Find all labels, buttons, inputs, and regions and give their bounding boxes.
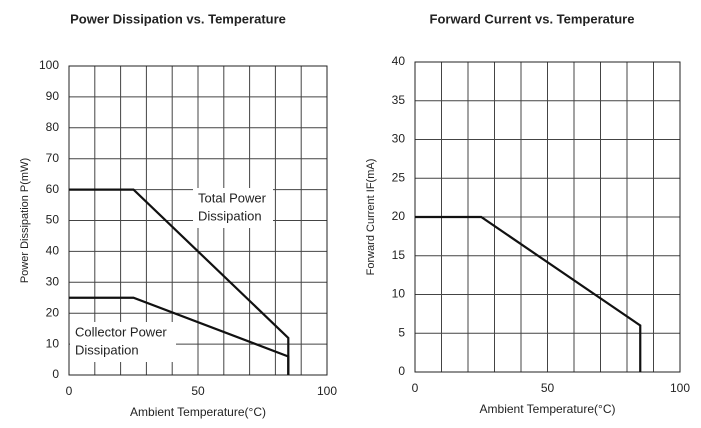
y-tick-label: 50 — [46, 213, 60, 227]
y-tick-label: 90 — [46, 89, 60, 103]
plot-border — [68, 65, 328, 376]
chart-title: Power Dissipation vs. Temperature — [70, 11, 286, 26]
y-tick-label: 15 — [392, 248, 406, 262]
y-tick-label: 100 — [39, 58, 59, 72]
x-tick-label: 50 — [541, 381, 555, 395]
data-line — [69, 296, 290, 375]
x-tick-label: 100 — [670, 381, 690, 395]
y-tick-label: 60 — [46, 182, 60, 196]
annotation-background — [193, 188, 273, 228]
y-tick-label: 10 — [46, 336, 60, 350]
x-tick-label: 100 — [317, 384, 337, 398]
annotation: Collector Power — [75, 324, 167, 339]
annotation-background — [70, 322, 176, 362]
y-tick-label: 25 — [392, 170, 406, 184]
x-axis-label: Ambient Temperature(°C) — [480, 402, 616, 416]
y-tick-label: 5 — [398, 325, 405, 339]
y-tick-label: 20 — [46, 305, 60, 319]
y-tick-label: 0 — [52, 367, 59, 381]
y-tick-label: 0 — [398, 364, 405, 378]
y-tick-label: 20 — [392, 209, 406, 223]
annotation: Dissipation — [198, 208, 262, 223]
annotation: Dissipation — [75, 342, 139, 357]
y-tick-label: 10 — [392, 287, 406, 301]
x-tick-label: 0 — [66, 384, 73, 398]
chart-title: Forward Current vs. Temperature — [430, 11, 635, 26]
y-tick-label: 30 — [46, 274, 60, 288]
y-axis-label: Power Dissipation P(mW) — [19, 158, 31, 283]
y-tick-label: 70 — [46, 151, 60, 165]
x-axis-label: Ambient Temperature(°C) — [130, 405, 266, 419]
x-tick-label: 50 — [191, 384, 205, 398]
y-tick-label: 80 — [46, 120, 60, 134]
y-tick-label: 30 — [392, 132, 406, 146]
y-tick-label: 40 — [392, 54, 406, 68]
y-tick-label: 35 — [392, 93, 406, 107]
annotation: Total Power — [198, 190, 267, 205]
y-axis-label: Forward Current IF(mA) — [365, 159, 377, 276]
data-line — [415, 215, 642, 372]
x-tick-label: 0 — [412, 381, 419, 395]
y-tick-label: 40 — [46, 244, 60, 258]
